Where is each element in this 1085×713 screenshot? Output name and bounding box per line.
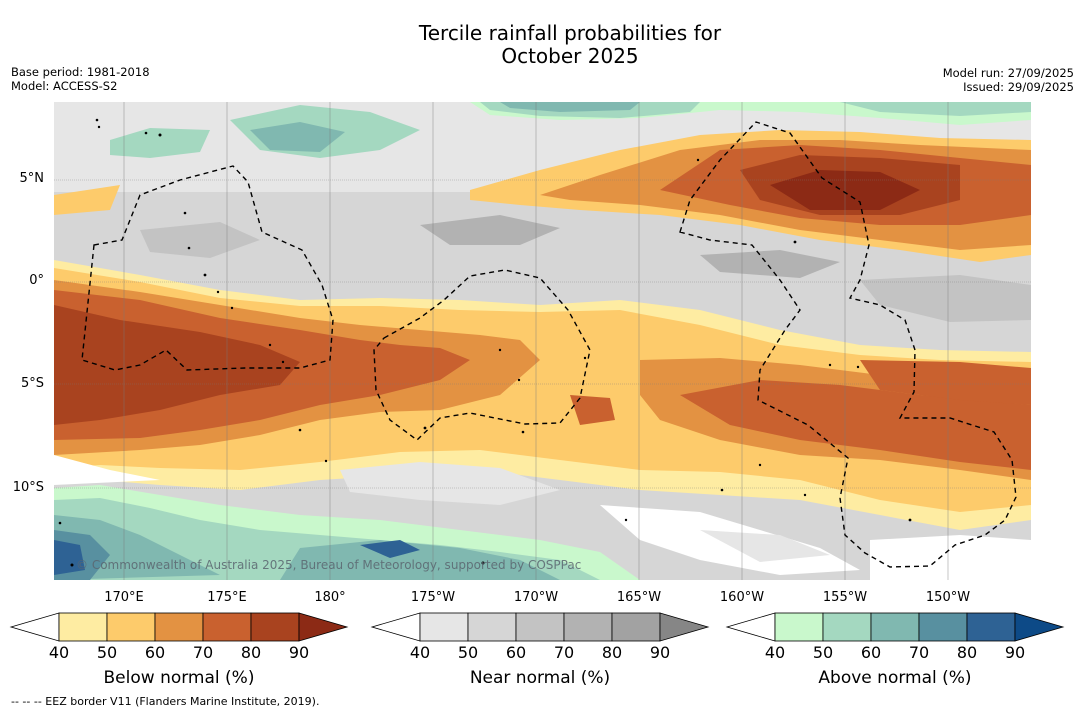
model-run: Model run: 27/09/2025 [942, 66, 1074, 80]
cb-near-tick: 80 [601, 643, 623, 662]
cb-below-3 [154, 612, 204, 642]
meta-left: Base period: 1981-2018 Model: ACCESS-S2 [11, 65, 150, 93]
cb-above-1 [774, 612, 824, 642]
eez-borders [81, 121, 1017, 568]
lat-label: 5°N [19, 171, 45, 186]
cb-near-max [659, 612, 710, 642]
colorbar-above [725, 612, 1065, 642]
lon-label: 160°W [719, 590, 765, 605]
eez-3 [679, 121, 1017, 568]
cb-above-max [1014, 612, 1065, 642]
cb-above-tick: 90 [1004, 643, 1026, 662]
cb-below-1 [58, 612, 108, 642]
cb-near-4 [563, 612, 613, 642]
model-name: Model: ACCESS-S2 [11, 79, 118, 93]
cb-above-tick: 80 [956, 643, 978, 662]
colorbar-below [9, 612, 349, 642]
cb-above-tick: 50 [812, 643, 834, 662]
cb-near-tick: 70 [553, 643, 575, 662]
cb-below-tick: 70 [192, 643, 214, 662]
lon-label: 175°W [410, 590, 456, 605]
colorbar-near [370, 612, 710, 642]
meta-right: Model run: 27/09/2025 Issued: 29/09/2025 [943, 66, 1074, 94]
colorbar-above-label: Above normal (%) [818, 668, 972, 688]
graticule [54, 102, 1031, 580]
cb-near-tick: 60 [505, 643, 527, 662]
cb-near-5 [611, 612, 661, 642]
cb-near-3 [515, 612, 565, 642]
cb-above-tick: 40 [764, 643, 786, 662]
cb-below-4 [202, 612, 252, 642]
lat-label: 0° [29, 273, 44, 288]
cb-above-5 [966, 612, 1016, 642]
lon-label: 165°W [616, 590, 662, 605]
colorbar-below-label: Below normal (%) [103, 668, 255, 688]
cb-above-tick: 70 [908, 643, 930, 662]
cb-below-tick: 80 [240, 643, 262, 662]
lon-label: 175°E [207, 590, 247, 605]
cb-near-tick: 50 [457, 643, 479, 662]
cb-below-2 [106, 612, 156, 642]
issued-date: Issued: 29/09/2025 [963, 80, 1074, 94]
title-line-1: Tercile rainfall probabilities for [418, 21, 722, 45]
map-title: Tercile rainfall probabilities for Octob… [0, 22, 1085, 68]
cb-below-tick: 50 [96, 643, 118, 662]
lon-label: 180° [314, 590, 346, 605]
cb-above-3 [870, 612, 920, 642]
land [58, 118, 912, 567]
colorbar-near-label: Near normal (%) [469, 668, 611, 688]
cb-above-tick: 60 [860, 643, 882, 662]
rainfall-field [54, 102, 1031, 580]
eez-footnote: -- -- -- EEZ border V11 (Flanders Marine… [11, 695, 320, 708]
cb-near-tick: 40 [409, 643, 431, 662]
cb-near-2 [467, 612, 517, 642]
cb-above-min [725, 612, 776, 642]
cb-above-4 [918, 612, 968, 642]
lon-label: 170°E [104, 590, 144, 605]
cb-below-max [298, 612, 349, 642]
cb-near-tick: 90 [649, 643, 671, 662]
cb-below-tick: 60 [144, 643, 166, 662]
cb-near-1 [419, 612, 469, 642]
cb-below-tick: 40 [48, 643, 70, 662]
copyright-notice: © Commonwealth of Australia 2025, Bureau… [76, 558, 582, 572]
eez-1 [81, 165, 334, 371]
base-period: Base period: 1981-2018 [11, 65, 150, 79]
cb-below-tick: 90 [288, 643, 310, 662]
cb-below-min [9, 612, 60, 642]
lat-label: 10°S [12, 480, 44, 495]
lat-label: 5°S [20, 376, 44, 391]
cb-near-min [370, 612, 421, 642]
lon-label: 170°W [513, 590, 559, 605]
cb-below-5 [250, 612, 300, 642]
lon-label: 155°W [822, 590, 868, 605]
title-line-2: October 2025 [501, 44, 639, 68]
lon-label: 150°W [925, 590, 971, 605]
cb-above-2 [822, 612, 872, 642]
eez-2 [373, 269, 591, 441]
